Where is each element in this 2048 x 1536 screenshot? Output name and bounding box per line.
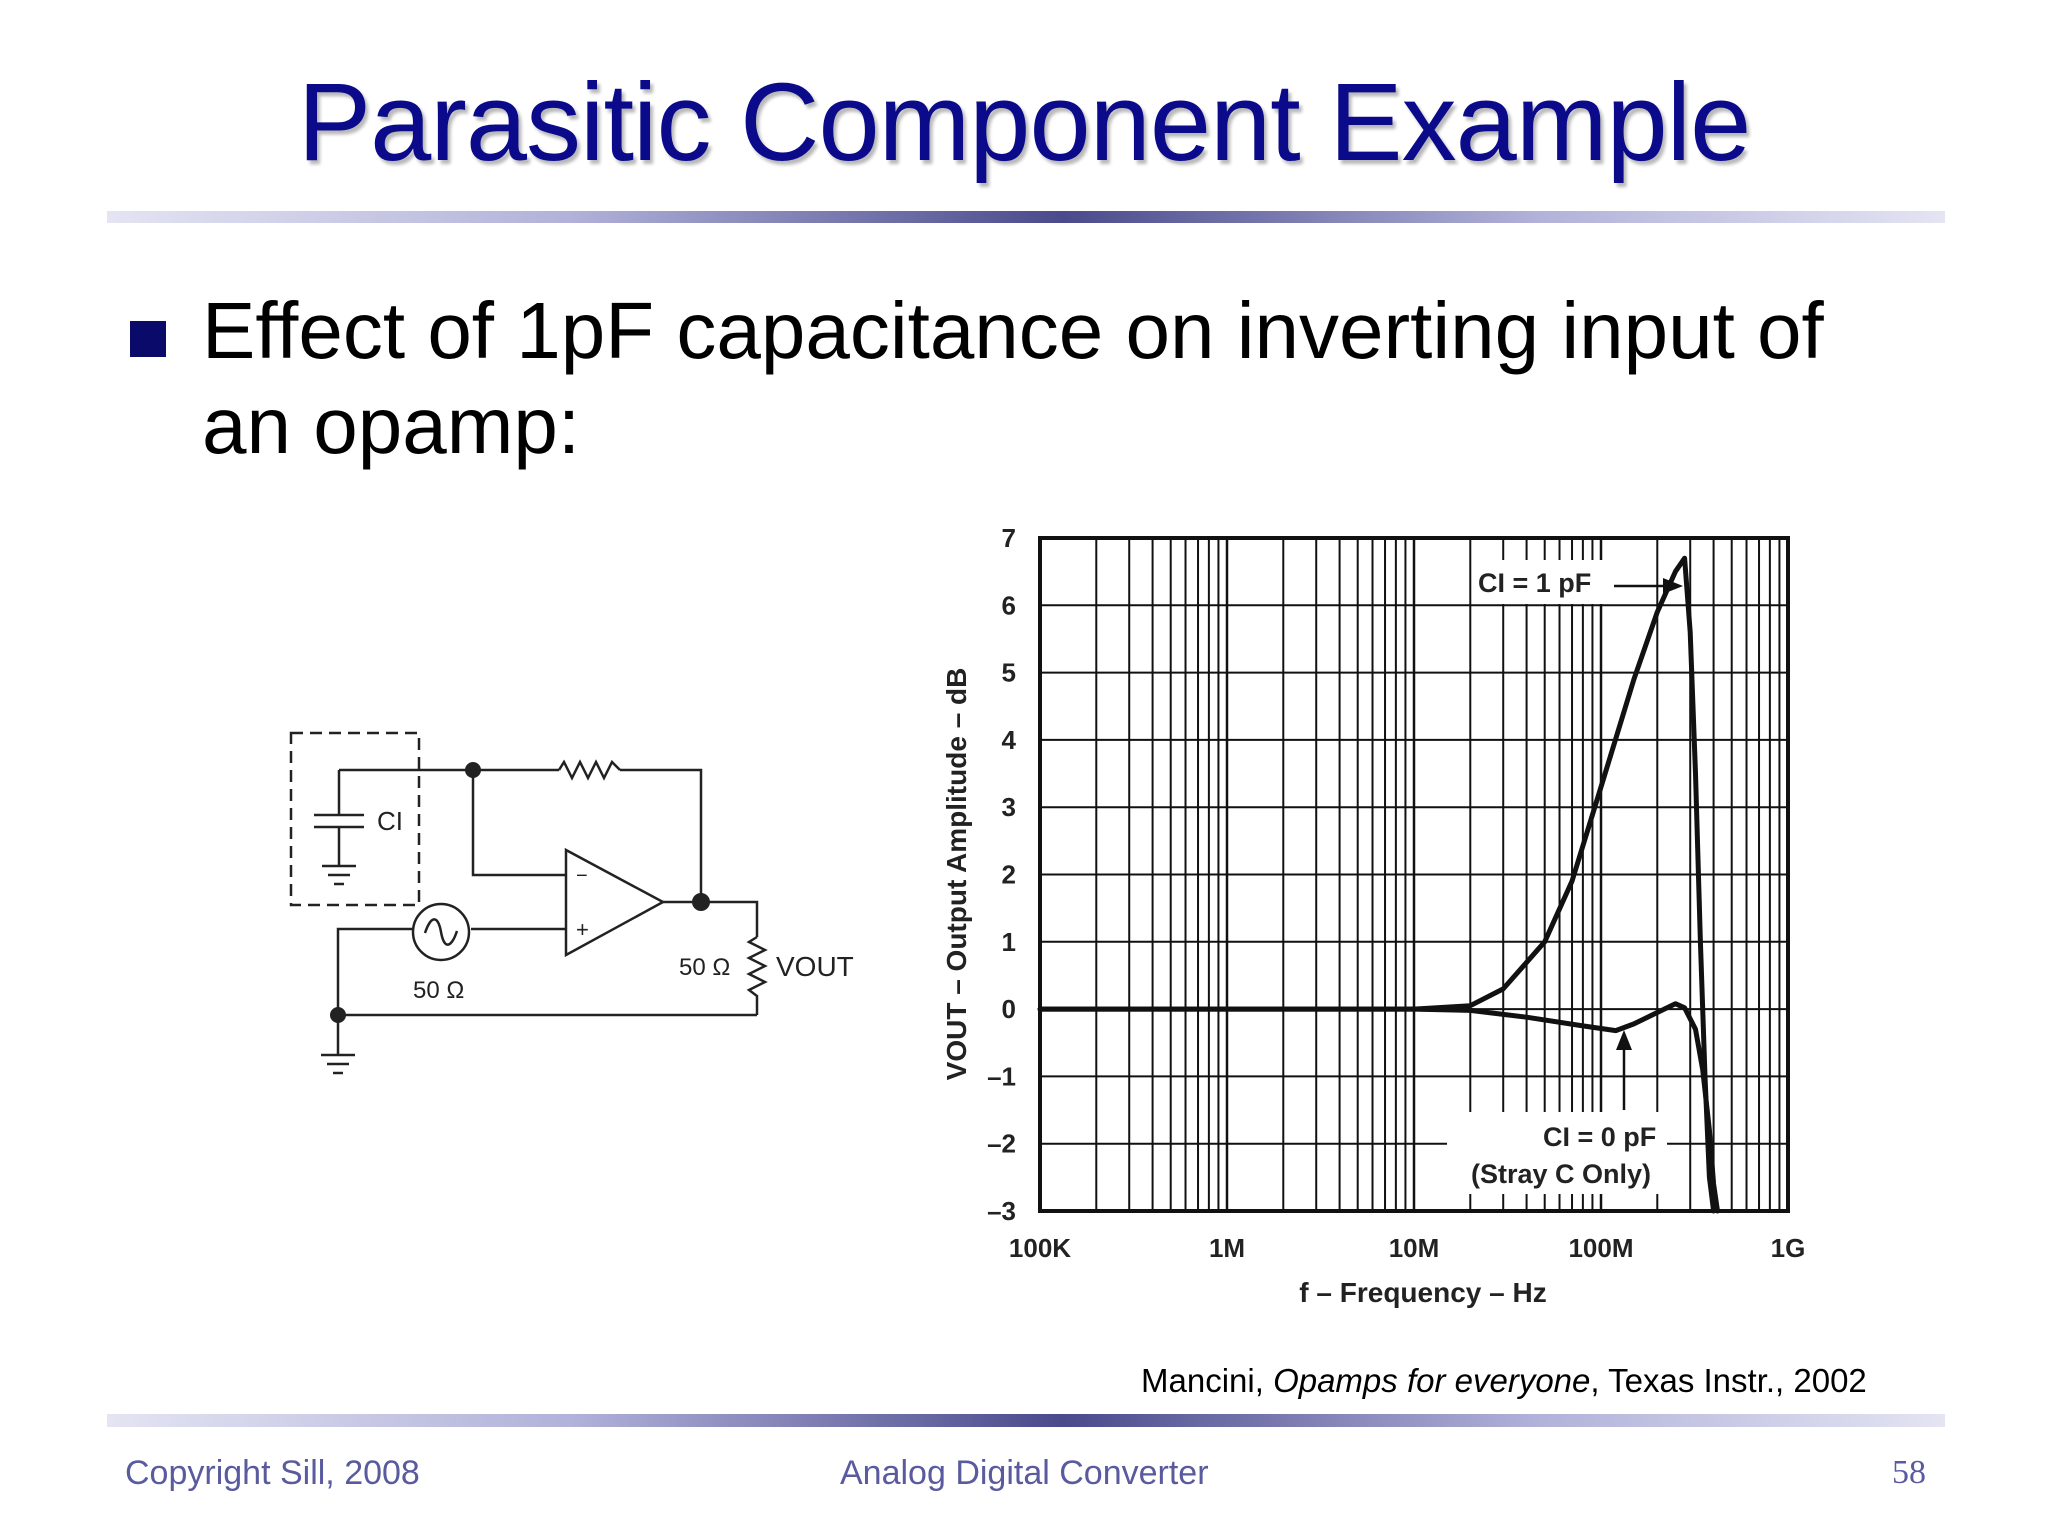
opamp-triangle bbox=[564, 847, 666, 958]
source-circle bbox=[411, 902, 471, 962]
opamp-circuit bbox=[289, 731, 768, 1075]
slide-title: Parasitic Component Example bbox=[297, 61, 1752, 184]
annotation-2-arrowhead bbox=[1616, 1030, 1632, 1050]
y-tick-label: 4 bbox=[1002, 725, 1017, 755]
y-tick-label: 0 bbox=[1002, 994, 1016, 1024]
y-tick-label: 3 bbox=[1002, 792, 1016, 822]
y-tick-label: –1 bbox=[987, 1061, 1016, 1091]
vout-label: VOUT bbox=[776, 951, 854, 982]
y-tick-label: 7 bbox=[1002, 523, 1016, 553]
x-tick-label: 100K bbox=[1009, 1233, 1071, 1263]
x-tick-label: 100M bbox=[1568, 1233, 1633, 1263]
series-line-1pf bbox=[1037, 555, 1717, 1214]
x-axis-label: f – Frequency – Hz bbox=[1299, 1277, 1546, 1308]
y-tick-label: 5 bbox=[1002, 658, 1016, 688]
sine-icon bbox=[423, 918, 459, 946]
citation: Mancini, Opamps for everyone, Texas Inst… bbox=[1141, 1362, 1867, 1400]
wire-inverting bbox=[471, 770, 566, 877]
load-resistor bbox=[746, 935, 768, 1015]
footer-course: Analog Digital Converter bbox=[840, 1454, 1209, 1492]
source-resistance-label: 50 Ω bbox=[413, 977, 464, 1004]
bullet-text: Effect of 1pF capacitance on inverting i… bbox=[202, 286, 1824, 470]
y-tick-label: 6 bbox=[1002, 590, 1016, 620]
citation-work: Opamps for everyone bbox=[1273, 1362, 1591, 1399]
feedback-resistor bbox=[557, 759, 621, 781]
annotation-stray: (Stray C Only) bbox=[1471, 1159, 1651, 1189]
capacitor-label: CI bbox=[377, 806, 403, 836]
series-line-0pf bbox=[1037, 1001, 1720, 1214]
junction-dots bbox=[330, 762, 710, 1023]
chart-frame bbox=[1038, 536, 1790, 1213]
x-tick-label: 10M bbox=[1389, 1233, 1440, 1263]
chart-x-ticks: 100K 1M 10M 100M 1G bbox=[1009, 1233, 1805, 1263]
bullet-square-icon bbox=[130, 321, 166, 357]
y-tick-label: 1 bbox=[1002, 927, 1016, 957]
capacitor-dashed-box bbox=[289, 731, 421, 907]
x-tick-label: 1M bbox=[1209, 1233, 1245, 1263]
wire-output bbox=[663, 900, 759, 937]
frequency-response-chart: 7 6 5 4 3 2 1 0 –1 –2 –3 100K 1M 10M 100M 1G CI = 1 pF… bbox=[941, 523, 1805, 1308]
minus-sign: − bbox=[576, 865, 588, 887]
footer-divider bbox=[107, 1414, 1945, 1427]
chart-grid bbox=[1040, 538, 1788, 1211]
citation-rest: , Texas Instr., 2002 bbox=[1590, 1362, 1867, 1399]
y-tick-label: –3 bbox=[987, 1196, 1016, 1226]
y-tick-label: –2 bbox=[987, 1129, 1016, 1159]
wire-feedback-right bbox=[620, 768, 703, 902]
annotation-0pf: CI = 0 pF bbox=[1543, 1122, 1656, 1152]
plus-sign: + bbox=[576, 917, 589, 942]
y-tick-label: 2 bbox=[1002, 860, 1016, 890]
page-number: 58 bbox=[1892, 1454, 1926, 1491]
x-tick-label: 1G bbox=[1771, 1233, 1806, 1263]
chart-series bbox=[1037, 555, 1720, 1214]
y-axis-label: VOUT – Output Amplitude – dB bbox=[941, 668, 972, 1081]
chart-y-ticks: 7 6 5 4 3 2 1 0 –1 –2 –3 bbox=[987, 523, 1016, 1226]
annotation-1-bg bbox=[1472, 560, 1612, 604]
footer-copyright: Copyright Sill, 2008 bbox=[125, 1454, 420, 1492]
load-resistance-label: 50 Ω bbox=[679, 954, 730, 981]
wire-source-ground bbox=[336, 927, 413, 1055]
annotation-1-arrowhead bbox=[1663, 578, 1683, 594]
annotation-2-bg bbox=[1447, 1112, 1667, 1194]
title-divider bbox=[107, 211, 1945, 223]
annotation-1pf: CI = 1 pF bbox=[1478, 568, 1591, 598]
citation-author: Mancini, bbox=[1141, 1362, 1274, 1399]
